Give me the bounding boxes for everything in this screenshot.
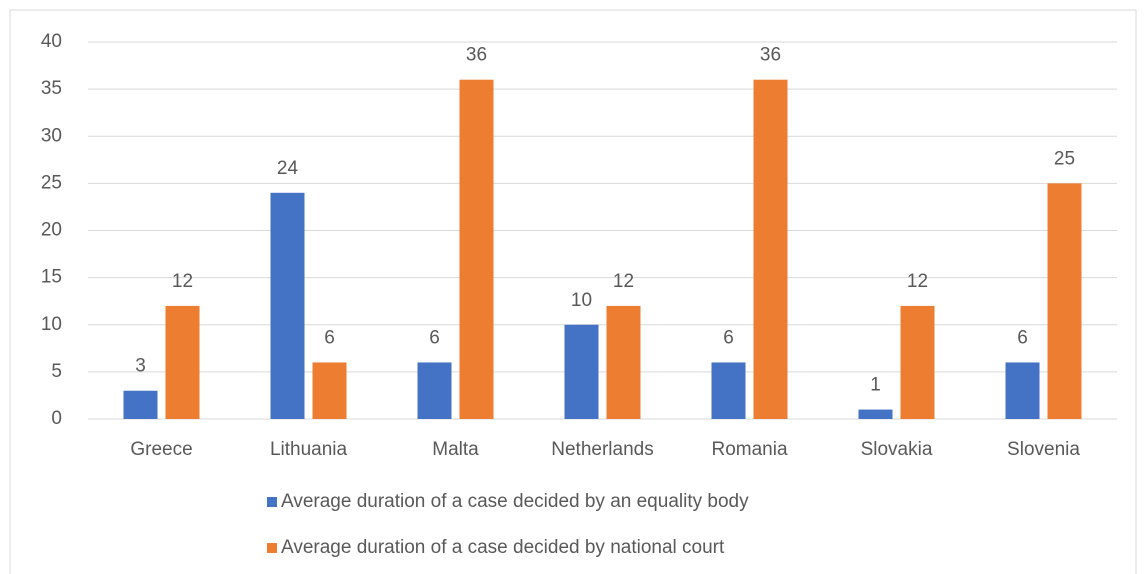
bar (1005, 362, 1040, 419)
data-label: 25 (1054, 148, 1075, 169)
data-label: 12 (907, 271, 928, 292)
y-tick-label: 35 (41, 78, 62, 99)
bar (165, 305, 200, 419)
x-tick-label: Greece (130, 439, 192, 460)
data-label: 36 (466, 45, 487, 66)
data-label: 3 (135, 356, 146, 377)
y-tick-label: 15 (41, 267, 62, 288)
bar (900, 305, 935, 419)
y-tick-label: 25 (41, 172, 62, 193)
data-label: 6 (429, 327, 440, 348)
y-tick-label: 5 (51, 361, 62, 382)
y-tick-label: 0 (51, 408, 62, 429)
data-label: 1 (870, 375, 881, 396)
data-label: 24 (277, 158, 299, 179)
data-label: 12 (613, 271, 634, 292)
x-tick-label: Slovakia (861, 439, 933, 460)
x-tick-label: Malta (432, 439, 479, 460)
bar (858, 409, 893, 419)
bar (417, 362, 452, 419)
bar (564, 324, 599, 419)
bar (123, 390, 158, 419)
x-tick-label: Slovenia (1007, 439, 1080, 460)
bar (606, 305, 641, 419)
x-tick-label: Lithuania (270, 439, 348, 460)
legend-label: Average duration of a case decided by an… (281, 491, 749, 512)
data-label: 6 (1017, 327, 1028, 348)
bar (1047, 183, 1082, 419)
legend-label: Average duration of a case decided by na… (281, 537, 725, 558)
y-tick-label: 20 (41, 220, 62, 241)
x-tick-label: Netherlands (551, 439, 653, 460)
chart-border (9, 9, 1137, 574)
data-label: 36 (760, 45, 781, 66)
bar (711, 362, 746, 419)
data-label: 12 (172, 271, 193, 292)
y-tick-label: 40 (41, 31, 62, 52)
bar (459, 79, 494, 419)
data-label: 10 (571, 290, 592, 311)
y-tick-label: 10 (41, 314, 62, 335)
legend-swatch (267, 497, 277, 507)
legend-swatch (267, 543, 277, 553)
bar (753, 79, 788, 419)
bar (312, 362, 347, 419)
data-label: 6 (723, 327, 734, 348)
x-tick-label: Romania (711, 439, 787, 460)
data-label: 6 (324, 327, 335, 348)
y-tick-label: 30 (41, 125, 62, 146)
bar (270, 192, 305, 419)
